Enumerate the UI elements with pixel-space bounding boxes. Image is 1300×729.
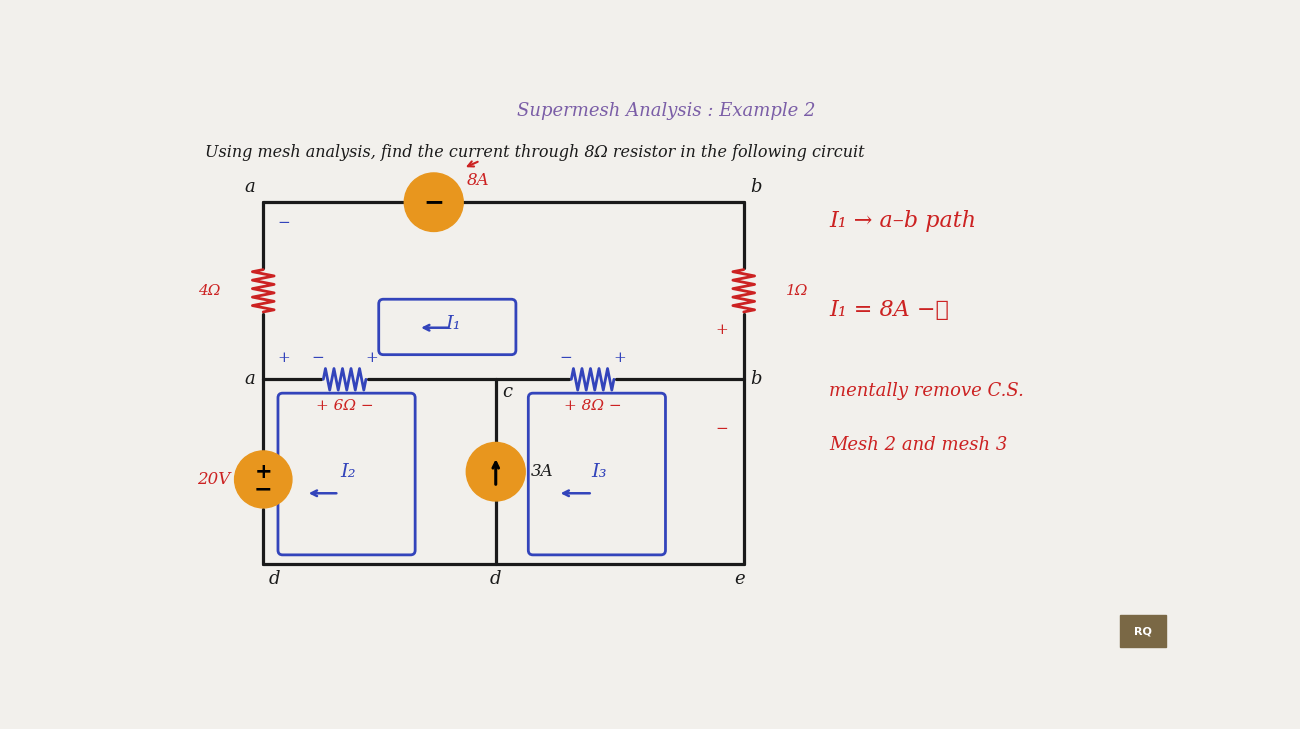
Text: +: + xyxy=(715,323,728,337)
Text: Using mesh analysis, find the current through 8Ω resistor in the following circu: Using mesh analysis, find the current th… xyxy=(205,144,864,161)
Text: d: d xyxy=(269,570,281,588)
Text: b: b xyxy=(750,370,762,389)
Text: Supermesh Analysis : Example 2: Supermesh Analysis : Example 2 xyxy=(517,102,815,120)
Text: d: d xyxy=(490,570,502,588)
Text: + 6Ω −: + 6Ω − xyxy=(316,399,373,413)
Text: I₁: I₁ xyxy=(446,315,462,333)
Text: −: − xyxy=(311,351,324,365)
Text: 20V: 20V xyxy=(198,471,230,488)
Text: a: a xyxy=(244,178,256,196)
Circle shape xyxy=(404,173,463,232)
Text: I₃: I₃ xyxy=(592,463,607,480)
Text: −: − xyxy=(559,351,572,365)
Bar xyxy=(1119,615,1166,647)
Text: a: a xyxy=(244,370,256,389)
Text: −: − xyxy=(277,216,290,230)
Text: + 8Ω −: + 8Ω − xyxy=(564,399,621,413)
Text: e: e xyxy=(734,570,745,588)
Text: c: c xyxy=(502,383,512,401)
Text: +: + xyxy=(255,461,272,482)
Text: −: − xyxy=(715,421,728,436)
Text: 4Ω: 4Ω xyxy=(198,284,221,297)
Text: −: − xyxy=(254,480,273,499)
Text: +: + xyxy=(277,351,290,365)
Text: RQ: RQ xyxy=(1134,627,1152,637)
Text: mentally remove C.S.: mentally remove C.S. xyxy=(829,382,1024,400)
Text: I₁ → a–b path: I₁ → a–b path xyxy=(829,211,976,233)
Text: −: − xyxy=(424,190,445,214)
Text: I₁ = 8A −⒪: I₁ = 8A −⒪ xyxy=(829,299,949,321)
Text: Mesh 2 and mesh 3: Mesh 2 and mesh 3 xyxy=(829,436,1008,453)
Text: 8A: 8A xyxy=(467,172,489,189)
Text: +: + xyxy=(614,351,627,365)
Text: +: + xyxy=(365,351,378,365)
Text: b: b xyxy=(750,178,762,196)
Circle shape xyxy=(234,451,292,508)
Circle shape xyxy=(467,443,525,501)
Text: 3A: 3A xyxy=(530,463,554,480)
Text: 1Ω: 1Ω xyxy=(786,284,809,297)
Text: I₂: I₂ xyxy=(341,463,356,480)
